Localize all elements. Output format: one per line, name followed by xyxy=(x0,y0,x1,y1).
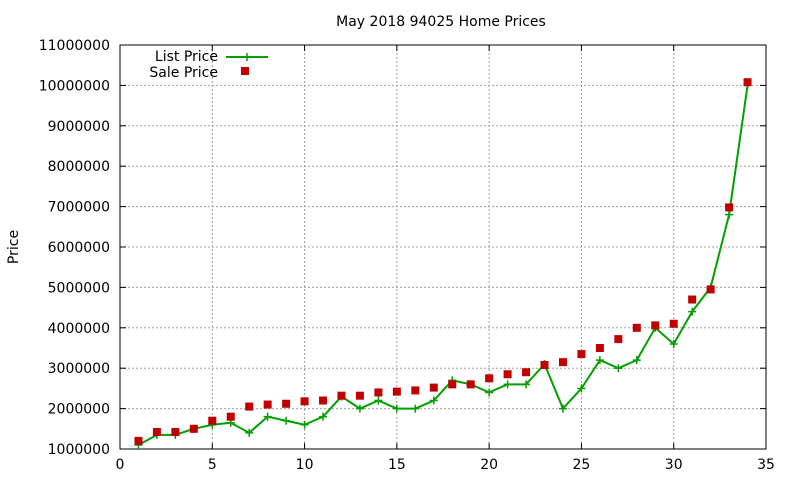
y-tick-label: 3000000 xyxy=(48,361,110,377)
x-tick-label: 30 xyxy=(665,457,683,473)
list-price-point xyxy=(429,396,438,405)
sale-price-point xyxy=(651,321,660,330)
sale-price-point xyxy=(577,350,586,359)
y-tick-label: 6000000 xyxy=(48,240,110,256)
y-axis-label: Price xyxy=(6,230,22,264)
sale-price-point xyxy=(134,436,143,445)
list-price-point xyxy=(669,339,678,348)
list-price-point xyxy=(632,356,641,365)
sale-price-point xyxy=(466,380,475,389)
sale-price-point xyxy=(263,400,272,409)
y-tick-label: 9000000 xyxy=(48,119,110,135)
list-price-point xyxy=(392,404,401,413)
sale-price-point xyxy=(669,319,678,328)
sale-price-point xyxy=(485,374,494,383)
y-tick-label: 5000000 xyxy=(48,280,110,296)
x-tick-label: 5 xyxy=(208,457,217,473)
sale-price-point xyxy=(503,370,512,379)
x-axis: 0 5 10 15 20 25 30 35 xyxy=(116,45,775,473)
sale-price-point xyxy=(429,383,438,392)
y-tick-label: 10000000 xyxy=(39,78,110,94)
legend-marker-list-price xyxy=(243,53,251,61)
series xyxy=(134,78,752,449)
sale-price-point xyxy=(632,323,641,332)
sale-price-point xyxy=(189,424,198,433)
sale-price-point xyxy=(558,358,567,367)
x-tick-label: 25 xyxy=(573,457,591,473)
sale-price-point xyxy=(152,428,161,437)
sale-price-point xyxy=(688,295,697,304)
list-price-point xyxy=(577,384,586,393)
sale-price-point xyxy=(522,368,531,377)
x-tick-label: 35 xyxy=(757,457,775,473)
list-price-point xyxy=(355,404,364,413)
sale-price-point xyxy=(300,397,309,406)
sale-price-point xyxy=(411,386,420,395)
legend-label-list-price: List Price xyxy=(155,49,218,65)
sale-price-point xyxy=(319,396,328,405)
list-price-point xyxy=(503,380,512,389)
legend: List Price Sale Price xyxy=(149,49,268,81)
sale-price-point xyxy=(337,391,346,400)
list-price-point xyxy=(319,412,328,421)
list-price-point xyxy=(614,364,623,373)
y-tick-label: 7000000 xyxy=(48,200,110,216)
list-price-point xyxy=(282,416,291,425)
list-price-point xyxy=(411,404,420,413)
sale-price-point xyxy=(226,412,235,421)
chart-title: May 2018 94025 Home Prices xyxy=(336,14,546,30)
list-price-point xyxy=(688,307,697,316)
sale-price-point xyxy=(245,402,254,411)
sale-price-point xyxy=(374,388,383,397)
sale-price-point xyxy=(540,360,549,369)
list-price-point xyxy=(558,404,567,413)
sale-price-point xyxy=(595,344,604,352)
x-tick-label: 15 xyxy=(388,457,406,473)
list-price-point xyxy=(522,380,531,389)
y-tick-label: 4000000 xyxy=(48,321,110,337)
legend-label-sale-price: Sale Price xyxy=(149,65,218,81)
sale-price-point xyxy=(743,78,752,87)
list-price-point xyxy=(595,356,604,365)
sale-price-point xyxy=(171,428,180,437)
sale-price-point xyxy=(208,416,217,425)
list-price-point xyxy=(374,396,383,405)
x-tick-label: 0 xyxy=(116,457,125,473)
grid-lines xyxy=(120,45,766,449)
sale-price-point xyxy=(355,391,364,400)
list-price-point xyxy=(300,420,309,429)
y-axis: 1000000 2000000 3000000 4000000 5000000 60000… xyxy=(39,38,766,458)
sale-price-point xyxy=(282,399,291,408)
sale-price-point xyxy=(448,380,457,389)
sale-price-point xyxy=(392,387,401,396)
legend-marker-sale-price xyxy=(241,67,249,75)
sale-price-point xyxy=(725,203,734,212)
list-price-point xyxy=(245,428,254,437)
y-tick-label: 2000000 xyxy=(48,402,110,418)
list-price-point xyxy=(263,412,272,421)
list-price-line xyxy=(137,85,749,446)
x-tick-label: 20 xyxy=(480,457,498,473)
x-tick-label: 10 xyxy=(296,457,314,473)
sale-price-point xyxy=(706,285,715,294)
y-tick-label: 11000000 xyxy=(39,38,110,54)
y-tick-label: 8000000 xyxy=(48,159,110,175)
sale-price-point xyxy=(614,335,623,344)
list-price-point xyxy=(485,388,494,397)
y-tick-label: 1000000 xyxy=(48,442,110,458)
list-price-point xyxy=(725,210,734,219)
